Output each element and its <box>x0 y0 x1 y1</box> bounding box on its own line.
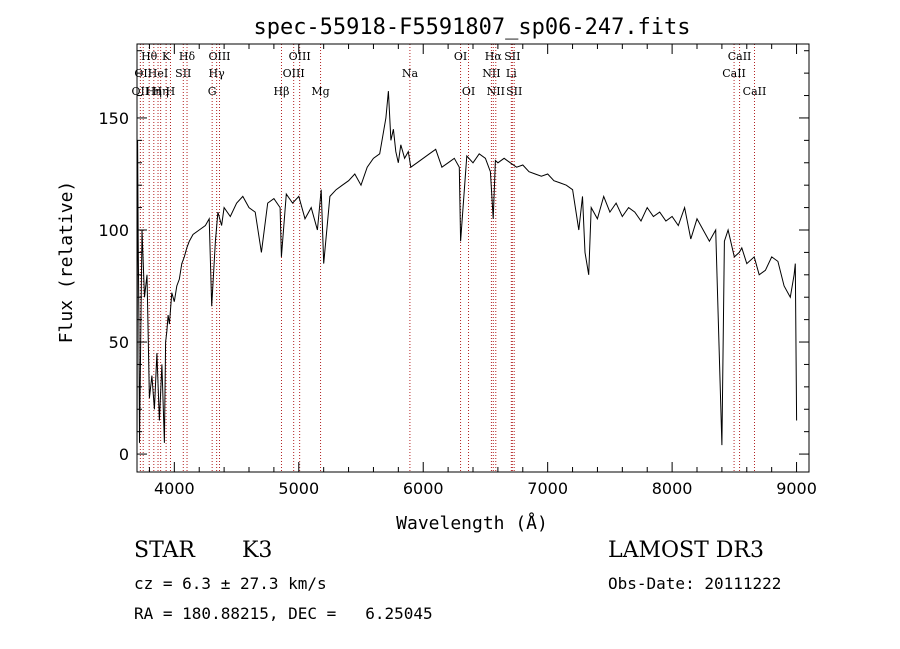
object-subclass: K3 <box>242 538 273 563</box>
survey-name: LAMOST DR3 <box>608 538 764 563</box>
spectral-line-label: SII <box>175 67 191 80</box>
spectral-line-label: CaII <box>728 50 752 63</box>
spectral-line-label: Li <box>506 67 517 80</box>
redshift-cz: cz = 6.3 ± 27.3 km/s <box>134 574 327 593</box>
x-tick-label: 4000 <box>154 479 195 498</box>
x-tick-label: 5000 <box>278 479 319 498</box>
spectral-line-label: Mg <box>311 85 329 98</box>
spectral-line-label: OIII <box>208 50 230 63</box>
spectral-line-labels: OII OII Hθ Hη HeI Hη K H SII Hδ G Hγ OIII Hβ OIII OIII M… <box>132 50 767 98</box>
observation-date: Obs-Date: 20111222 <box>608 574 782 593</box>
y-tick-label: 100 <box>98 221 129 240</box>
spectral-line-label: CaII <box>722 67 746 80</box>
spectral-line-label: Hβ <box>274 85 290 98</box>
x-tick-label: 8000 <box>652 479 693 498</box>
spectral-line-label: OIII <box>283 67 305 80</box>
x-tick-label: 6000 <box>403 479 444 498</box>
x-axis-ticks: 4000 5000 6000 7000 8000 9000 <box>148 44 817 498</box>
spectral-line-label: SII <box>506 85 522 98</box>
spectral-line-label: Hα <box>485 50 503 63</box>
spectral-line-label: HeI <box>148 67 168 80</box>
y-axis-ticks: 0 50 100 150 <box>98 50 809 464</box>
spectral-line-label: Hθ <box>141 50 158 63</box>
spectral-line-label: NII <box>487 85 505 98</box>
spectral-line-label: OI <box>454 50 467 63</box>
spectral-line-label: Hη <box>153 85 169 98</box>
chart-title: spec-55918-F5591807_sp06-247.fits <box>253 15 690 40</box>
x-axis-label: Wavelength (Å) <box>396 512 548 534</box>
spectral-line-label: OI <box>462 85 475 98</box>
spectral-line-markers <box>139 44 755 472</box>
spectral-line-label: OII <box>134 67 152 80</box>
y-axis-label: Flux (relative) <box>56 181 77 344</box>
spectral-line-label: OIII <box>289 50 311 63</box>
y-tick-label: 0 <box>119 445 129 464</box>
spectral-line-label: K <box>162 50 171 63</box>
spectral-line-label: CaII <box>743 85 767 98</box>
spectral-line-label: Na <box>402 67 419 80</box>
y-tick-label: 150 <box>98 109 129 128</box>
spectral-line-label: Hγ <box>209 67 226 80</box>
spectral-line-label: Hδ <box>179 50 196 63</box>
ra-dec: RA = 180.88215, DEC = 6.25045 <box>134 604 433 623</box>
spectral-line-label: G <box>208 85 217 98</box>
spectral-line-label: OII <box>132 85 150 98</box>
plot-frame <box>136 43 810 473</box>
x-tick-label: 9000 <box>776 479 817 498</box>
x-tick-label: 7000 <box>527 479 568 498</box>
object-class: STAR <box>134 538 195 563</box>
spectral-line-label: H <box>166 85 176 98</box>
y-tick-label: 50 <box>109 333 129 352</box>
spectral-line-label: Hη <box>146 85 162 98</box>
spectral-line-label: NII <box>482 67 500 80</box>
spectrum-line <box>136 91 798 450</box>
spectral-line-label: SII <box>504 50 520 63</box>
